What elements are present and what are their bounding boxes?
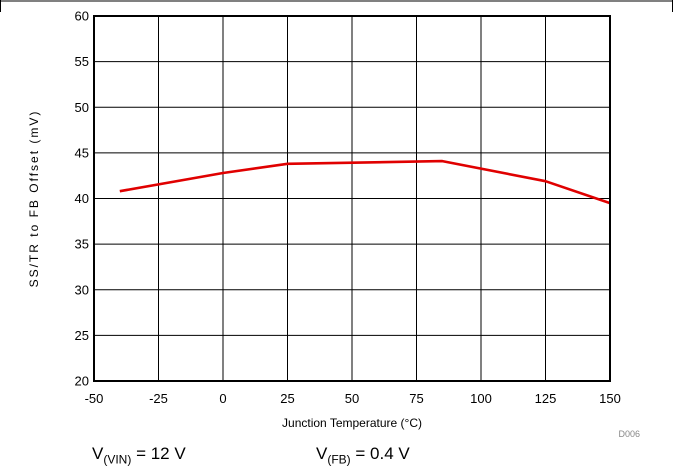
condition-vfb-value: = 0.4 V bbox=[350, 444, 410, 463]
y-tick-label: 30 bbox=[75, 282, 89, 297]
y-tick-label: 55 bbox=[75, 54, 89, 69]
series-group bbox=[119, 159, 611, 205]
y-tick-label: 25 bbox=[75, 328, 89, 343]
y-tick-label: 40 bbox=[75, 191, 89, 206]
condition-vin: V(VIN) = 12 V bbox=[92, 444, 186, 466]
condition-vfb-subscript: (FB) bbox=[327, 452, 351, 467]
x-tick-label: -25 bbox=[149, 391, 168, 406]
x-axis-title: Junction Temperature (°C) bbox=[282, 416, 422, 430]
y-tick-label: 45 bbox=[75, 145, 89, 160]
condition-vin-symbol: V bbox=[92, 444, 104, 463]
x-tick-label: 25 bbox=[280, 391, 294, 406]
x-tick-label: -50 bbox=[85, 391, 104, 406]
y-tick-label: 50 bbox=[75, 100, 89, 115]
grid bbox=[93, 15, 611, 382]
plot-area-border bbox=[93, 15, 611, 382]
x-tick-label: 150 bbox=[599, 391, 621, 406]
x-tick-label: 75 bbox=[409, 391, 423, 406]
condition-vfb: V(FB) = 0.4 V bbox=[316, 444, 410, 466]
y-tick-label: 60 bbox=[75, 9, 89, 24]
x-tick-label: 0 bbox=[219, 391, 226, 406]
x-tick-label: 50 bbox=[345, 391, 359, 406]
y-tick-labels: 20 25 30 35 40 45 50 55 60 bbox=[75, 9, 89, 389]
x-tick-label: 125 bbox=[535, 391, 557, 406]
condition-vin-subscript: (VIN) bbox=[103, 452, 132, 467]
condition-vfb-symbol: V bbox=[316, 444, 328, 463]
x-tick-labels: -50 -25 0 25 50 75 100 125 150 bbox=[85, 391, 621, 406]
y-tick-label: 20 bbox=[75, 374, 89, 389]
figure-code: D006 bbox=[618, 429, 640, 439]
condition-vin-value: = 12 V bbox=[131, 444, 186, 463]
y-axis-title: SS/TR to FB Offset (mV) bbox=[27, 110, 41, 288]
x-tick-label: 100 bbox=[470, 391, 492, 406]
series-line bbox=[119, 159, 611, 205]
y-tick-label: 35 bbox=[75, 237, 89, 252]
